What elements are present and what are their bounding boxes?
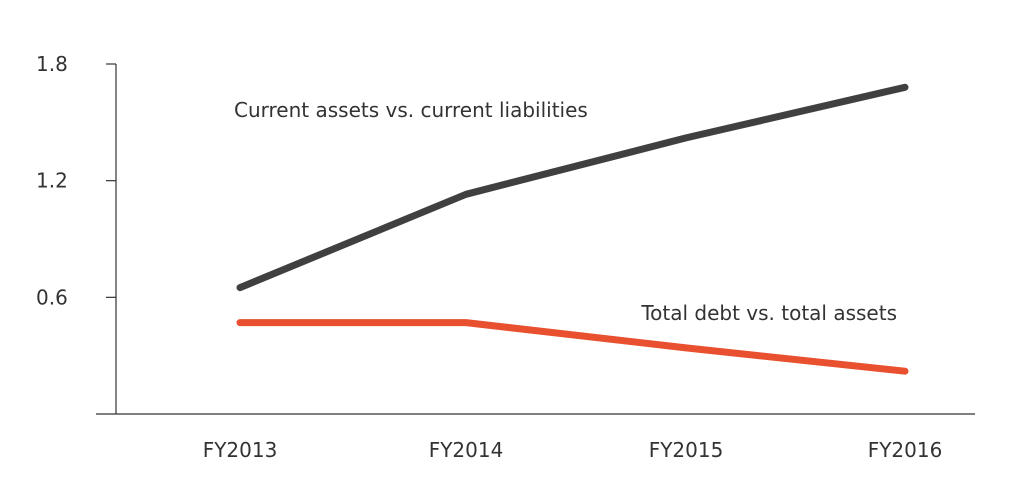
x-axis-ticks: FY2013 FY2014 FY2015 FY2016 xyxy=(203,438,943,462)
x-tick-label: FY2013 xyxy=(203,438,278,462)
y-tick-label: 1.8 xyxy=(36,52,68,76)
x-tick-label: FY2014 xyxy=(429,438,504,462)
series-label-1: Total debt vs. total assets xyxy=(640,301,897,325)
series-labels: Current assets vs. current liabilities To… xyxy=(234,98,897,325)
y-tick-label: 0.6 xyxy=(36,285,68,309)
series-label-0: Current assets vs. current liabilities xyxy=(234,98,588,122)
series-line-1 xyxy=(240,323,905,372)
y-axis-ticks: 0.6 1.2 1.8 xyxy=(36,52,116,309)
chart-series xyxy=(240,87,905,371)
y-tick-label: 1.2 xyxy=(36,169,68,193)
x-tick-label: FY2015 xyxy=(649,438,724,462)
x-tick-label: FY2016 xyxy=(868,438,943,462)
